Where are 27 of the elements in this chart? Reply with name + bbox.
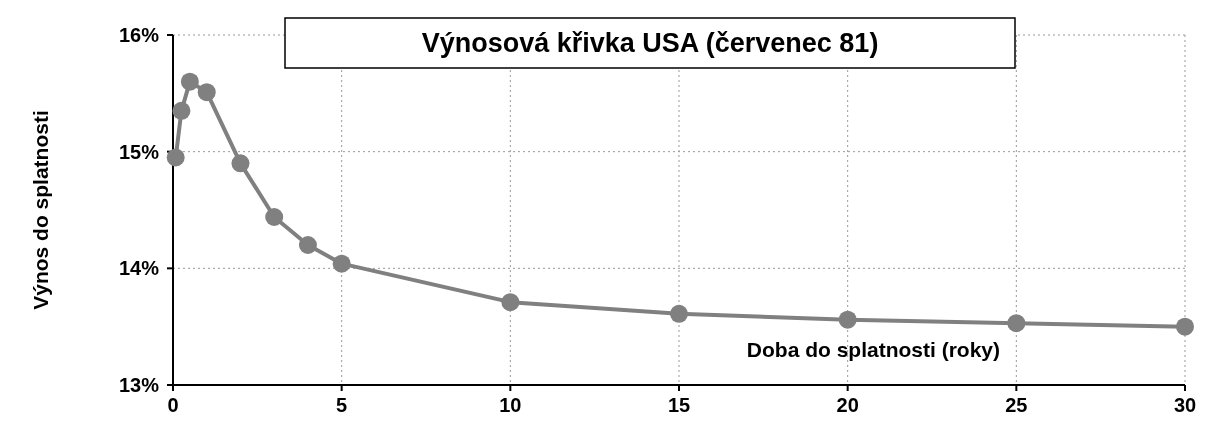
x-tick-label: 25 xyxy=(1005,394,1028,416)
y-tick-label: 13% xyxy=(118,374,160,396)
y-tick-label: 16% xyxy=(118,24,160,46)
point xyxy=(180,72,199,91)
x-tick-label: 15 xyxy=(667,394,691,416)
point xyxy=(166,148,185,167)
point xyxy=(332,254,351,273)
y-tick-label: 14% xyxy=(118,257,160,280)
point xyxy=(838,310,857,329)
point xyxy=(670,304,688,323)
x-axis-title: Doba do splatnosti (roky) xyxy=(746,338,1000,361)
x-tick-label: 5 xyxy=(336,394,348,416)
point xyxy=(197,83,216,102)
point xyxy=(1007,314,1026,333)
x-tick-label: 10 xyxy=(499,394,522,416)
x-tick-label: 0 xyxy=(167,394,179,416)
point xyxy=(265,208,284,226)
point xyxy=(1176,317,1194,336)
x-tick-label: 20 xyxy=(836,394,859,416)
point xyxy=(298,236,317,254)
point xyxy=(231,154,250,173)
x-tick-label: 30 xyxy=(1173,394,1197,416)
y-axis-title: Výnos do splatnosti xyxy=(29,110,52,310)
point xyxy=(501,293,520,312)
point xyxy=(172,101,191,120)
chart-title: Výnosová křivka USA (červenec 81) xyxy=(421,28,879,58)
y-tick-label: 15% xyxy=(118,140,160,163)
